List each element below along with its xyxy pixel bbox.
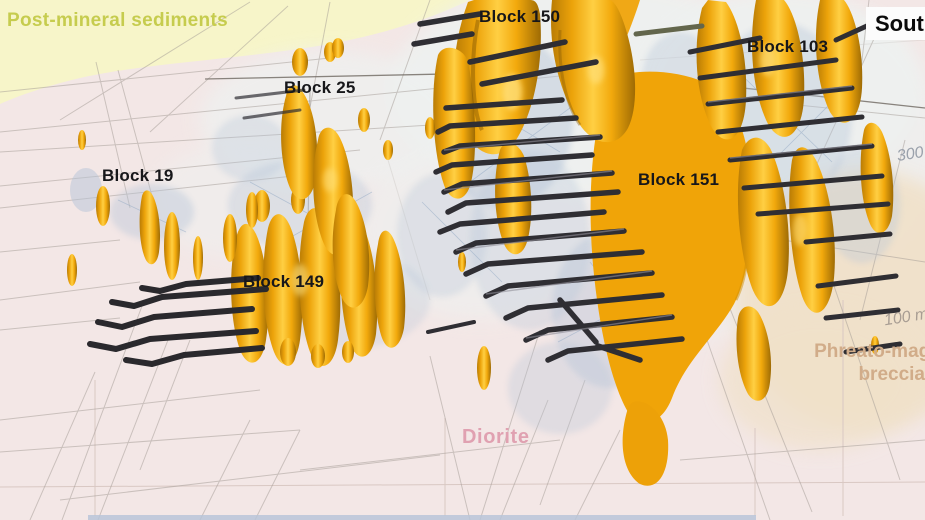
drillhole-rod-highlights — [443, 85, 873, 339]
drillhole-rods-right — [687, 17, 903, 355]
view-direction-text: South — [875, 10, 925, 36]
block-label-149: Block 149 — [243, 272, 325, 291]
label-phreato-magmatic-breccias: Phreato-magmatic breccias — [814, 341, 925, 385]
view-direction-label: South — [866, 7, 925, 40]
label-diorite: Diorite — [462, 426, 530, 448]
ore-body-block-19[interactable] — [67, 130, 258, 286]
label-post-mineral-sediments: Post-mineral sediments — [7, 10, 228, 31]
drillhole-rods-central — [234, 11, 705, 363]
block-label-103: Block 103 — [747, 37, 829, 56]
block-label-25: Block 25 — [284, 78, 356, 97]
block-label-19: Block 19 — [102, 166, 174, 185]
horizontal-scrollbar[interactable] — [88, 515, 756, 520]
ore-body-block-150[interactable] — [433, 0, 636, 255]
block-label-150: Block 150 — [479, 7, 561, 26]
ore-body-block-25[interactable] — [281, 42, 393, 308]
section-grid-lines — [0, 300, 925, 516]
block-label-151: Block 151 — [638, 170, 720, 189]
drillhole-rods-left — [87, 275, 269, 367]
